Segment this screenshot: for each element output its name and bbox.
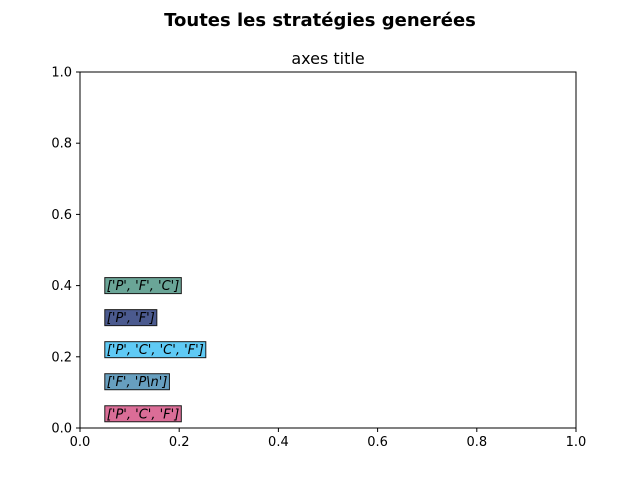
y-tick-label: 0.0 [51, 422, 72, 437]
annotation-text: ['P', 'C', 'C', 'F'] [107, 343, 204, 358]
annotation-label: ['P', 'F', 'C'] [104, 277, 182, 295]
plot-area: 0.0 0.2 0.4 0.6 0.8 1.0 0.0 0.2 0.4 0.6 0.8 1.0 ['P'… [51, 66, 586, 451]
annotation-label: ['P', 'C', 'C', 'F'] [104, 341, 207, 359]
chart-suptitle: Toutes les stratégies generées [164, 10, 476, 31]
x-tick-label: 0.0 [70, 435, 91, 450]
y-tick-label: 0.6 [51, 208, 72, 223]
annotation-box [104, 341, 207, 359]
annotation-label: ['P', 'C', 'F'] [104, 405, 182, 423]
annotation-label: ['F', 'P\n'] [104, 373, 170, 391]
annotation-box [104, 405, 182, 423]
annotation-text: ['P', 'F', 'C'] [107, 279, 180, 294]
annotation-box [104, 277, 182, 295]
x-tick-label: 0.8 [466, 435, 487, 450]
x-tick-label: 0.2 [169, 435, 190, 450]
y-tick-label: 1.0 [51, 66, 72, 81]
annotation-box [104, 373, 170, 391]
annotation-label: ['P', 'F'] [104, 309, 158, 327]
annotation-text: ['P', 'C', 'F'] [107, 407, 180, 422]
axes-title: axes title [291, 49, 364, 68]
axes-frame [79, 71, 577, 429]
x-tick-label: 0.6 [367, 435, 388, 450]
y-tick-label: 0.2 [51, 350, 72, 365]
y-tick-label: 0.8 [51, 137, 72, 152]
annotation-box [104, 309, 158, 327]
x-tick-label: 1.0 [566, 435, 587, 450]
annotation-text: ['F', 'P\n'] [107, 375, 168, 390]
y-tick-label: 0.4 [51, 279, 72, 294]
x-tick-label: 0.4 [268, 435, 289, 450]
annotation-text: ['P', 'F'] [107, 311, 155, 326]
